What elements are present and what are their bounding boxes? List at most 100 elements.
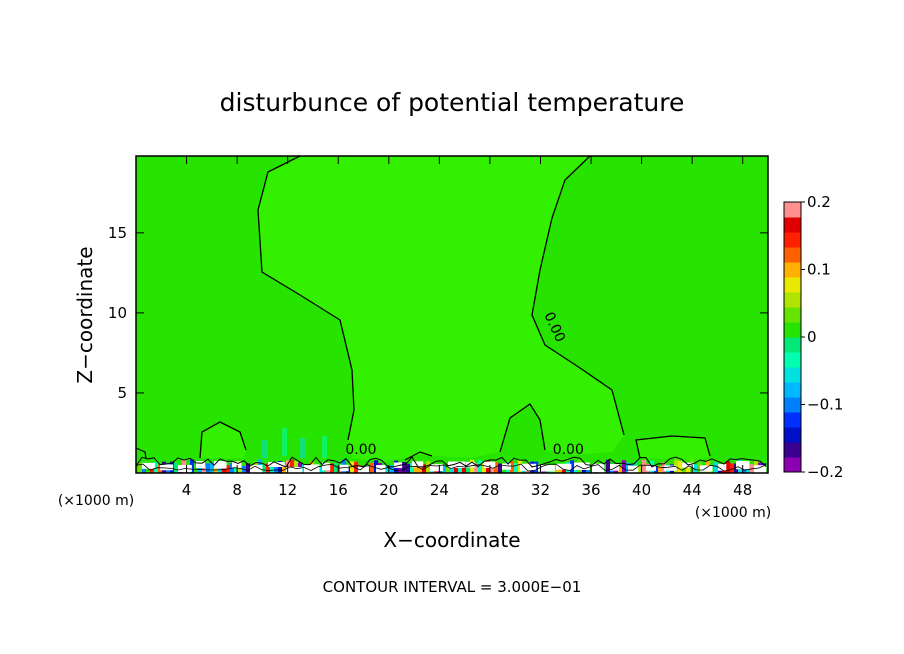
surface-cell-white [250,465,263,474]
plot-frame [135,155,769,474]
surface-cell-white [448,461,466,468]
x-tick-label: 4 [182,481,192,499]
surface-cell-white [196,461,205,468]
x-tick-label: 8 [232,481,242,499]
surface-cell-white [412,461,424,468]
surface-cell [406,463,411,473]
x-unit-right: (×1000 m) [695,505,771,521]
zero-contour-center [257,155,355,441]
chart-title: disturbunce of potential temperature [220,88,685,117]
colorbar-swatch [784,412,801,428]
zero-contour-small-mid [404,451,433,461]
x-tick-label: 28 [480,481,499,499]
colorbar-swatch [784,202,801,218]
surface-cell [482,463,487,473]
colorbar-tick-label: 0.2 [807,193,831,211]
surface-cell [246,463,251,473]
surface-cell [290,459,295,473]
surface-cell [498,463,503,473]
surface-cell [318,466,323,473]
contour-interval-note: CONTOUR INTERVAL = 3.000E−01 [323,578,582,596]
surface-cell [658,465,663,473]
surface-cell [638,465,643,473]
y-axis-ticks: 5 10 15 [108,224,768,402]
x-tick-label: 36 [581,481,600,499]
zero-region-left-blob [200,422,246,458]
surface-cell-white [232,461,241,468]
surface-cell [462,466,467,473]
y-tick-label: 5 [117,384,127,402]
y-tick-label: 15 [108,224,127,242]
surface-cell-white [628,465,639,474]
surface-cell [398,465,403,473]
surface-cell [210,462,215,473]
surface-cell [282,464,287,473]
surface-cell [266,463,271,473]
x-axis-label: X−coordinate [383,528,520,552]
zero-contour-right [531,155,625,436]
surface-cell [142,466,147,473]
surface-cell [654,466,659,473]
colorbar: −0.2 −0.1 0 0.1 0.2 [783,193,843,481]
surface-cell-white [430,464,443,472]
surface-cell [262,463,267,473]
x-tick-label: 40 [632,481,651,499]
surface-cell [414,466,419,473]
surface-cell-white [304,464,320,474]
surface-cell [622,460,627,473]
surface-cell [642,459,647,473]
colorbar-swatch [784,397,801,413]
colorbar-swatch [784,442,801,458]
colorbar-swatch [784,352,801,368]
plot-area: 0.000.00 0.00 [135,155,769,476]
colorbar-swatch [784,322,801,338]
zero-region-center [258,156,624,462]
colorbar-swatch [784,277,801,293]
surface-cell [714,462,719,473]
surface-cell-white [484,461,496,468]
surface-cell [694,464,699,473]
surface-cell [206,463,211,473]
colorbar-tick-label: 0.1 [807,261,831,279]
x-unit-left: (×1000 m) [58,493,134,509]
colorbar-swatch [784,247,801,263]
zero-contour-left-blob [199,421,247,459]
colorbar-swatch [784,367,801,383]
x-tick-label: 20 [379,481,398,499]
colorbar-swatch [784,337,801,353]
surface-cell-white [610,463,620,471]
colorbar-tick-label: 0 [807,328,817,346]
surface-cell-white [556,463,572,470]
surface-cell-white [520,463,537,471]
surface-cell [218,464,223,473]
surface-cell-white [268,462,285,468]
colorbar-swatch [784,217,801,233]
surface-cell-white [142,462,155,469]
x-tick-label: 44 [683,481,702,499]
surface-cell-white [538,465,555,472]
surface-cell [678,460,683,473]
surface-cell [410,463,415,473]
surface-cell [442,465,447,473]
surface-contour-line [135,463,767,472]
zero-contour-small-left [135,447,147,459]
surface-cell [270,463,275,473]
surface-cell-white [754,465,767,474]
zero-contour-mid-blob [499,403,546,453]
surface-contour-line [135,456,767,468]
surface-cell [354,461,359,473]
surface-cell [570,460,575,473]
colorbar-swatch [784,307,801,323]
surface-cell-white [214,461,227,469]
surface-cell-white [286,466,303,476]
colorbar-swatch [784,457,801,473]
colorbar-tick-label: −0.1 [807,396,843,414]
surface-cell [618,465,623,473]
surface-cell [474,463,479,473]
x-tick-label: 16 [329,481,348,499]
x-tick-label: 24 [430,481,449,499]
x-tick-label: 12 [278,481,297,499]
surface-cell [446,466,451,473]
surface-cell [190,459,195,473]
surface-cell-white [160,464,174,471]
